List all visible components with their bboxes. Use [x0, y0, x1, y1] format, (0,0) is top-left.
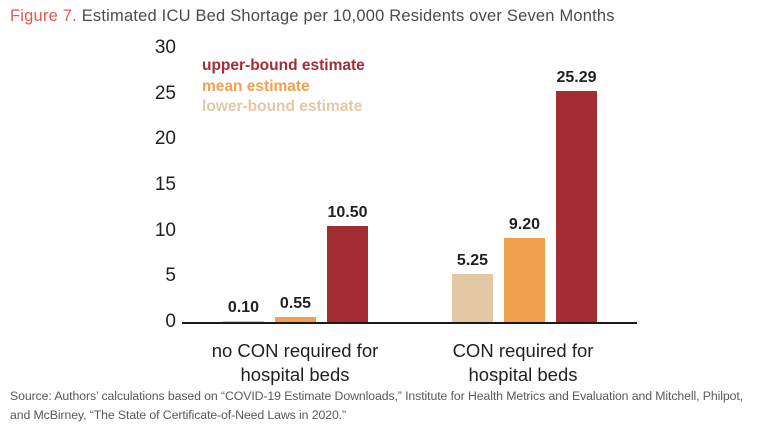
figure-number-label: Figure 7.: [10, 7, 77, 25]
category-label-group-1: no CON required for hospital beds: [185, 339, 405, 386]
bar-value-label: 9.20: [508, 215, 541, 233]
figure-title-text: Estimated ICU Bed Shortage per 10,000 Re…: [81, 7, 615, 25]
y-axis-tick-label: 25: [154, 82, 176, 104]
figure-title: Figure 7. Estimated ICU Bed Shortage per…: [10, 7, 615, 26]
bar-lower-bound-estimate-group-1: [223, 321, 264, 322]
y-axis-tick-label: 30: [154, 37, 176, 58]
category-label-line: CON required for: [452, 340, 594, 361]
y-axis-tick-label: 0: [165, 311, 176, 332]
bar-upper-bound-estimate-group-2: [556, 91, 597, 322]
bar-value-label: 0.55: [279, 294, 312, 312]
bar-value-label: 0.10: [227, 299, 260, 316]
category-label-group-2: CON required for hospital beds: [413, 339, 633, 386]
category-label-line: hospital beds: [240, 363, 350, 385]
category-label-line: hospital beds: [468, 363, 578, 385]
category-label-line: no CON required for: [211, 340, 379, 361]
x-axis-line: [182, 322, 637, 325]
y-axis-tick-label: 10: [154, 219, 176, 241]
bar-upper-bound-estimate-group-1: [327, 226, 368, 322]
source-note: Source: Authors’ calculations based on “…: [10, 389, 744, 422]
legend-item-lower-bound: lower-bound estimate: [202, 98, 363, 115]
bar-value-label: 5.25: [456, 252, 489, 270]
legend-item-mean: mean estimate: [202, 77, 310, 95]
bar-value-label: 25.29: [556, 69, 597, 87]
bar-lower-bound-estimate-group-2: [452, 274, 493, 322]
y-axis-tick-label: 20: [154, 128, 176, 150]
y-axis-tick-label: 5: [165, 265, 176, 287]
y-axis-tick-label: 15: [154, 174, 176, 195]
chart-legend: upper-bound estimate mean estimate lower…: [202, 56, 365, 118]
bar-mean-estimate-group-1: [275, 316, 316, 322]
bar-mean-estimate-group-2: [504, 237, 545, 322]
bar-value-label: 10.50: [327, 204, 368, 222]
legend-item-upper-bound: upper-bound estimate: [202, 57, 365, 74]
